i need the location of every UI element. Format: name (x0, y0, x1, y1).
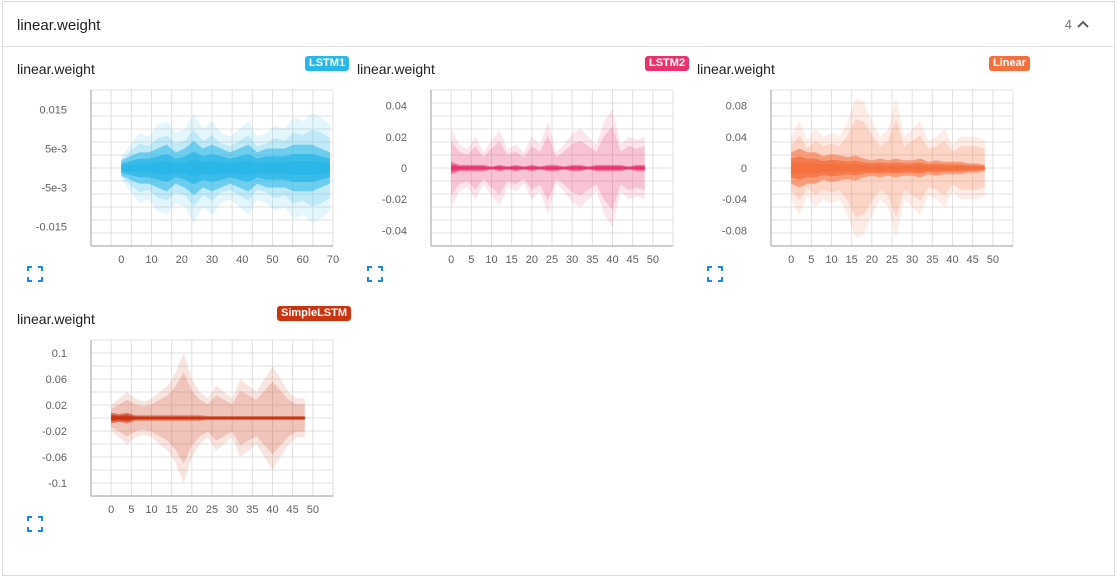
x-tick-label: 10 (145, 504, 157, 516)
chevron-up-icon[interactable] (1076, 18, 1090, 30)
card-title: linear.weight (17, 311, 95, 327)
x-tick-label: 45 (287, 504, 299, 516)
pane-count: 4 (1064, 17, 1072, 32)
x-tick-label: 40 (266, 504, 278, 516)
x-tick-label: 10 (485, 254, 497, 266)
x-tick-label: 60 (297, 254, 309, 266)
distribution-chart[interactable]: 0.015 5e-3 -5e-3 -0.015 0 10 20 30 40 50 60 70 (3, 78, 343, 268)
expand-icon[interactable] (367, 266, 383, 282)
y-tick-label: 0.04 (386, 101, 407, 113)
x-tick-label: 35 (586, 254, 598, 266)
y-tick-label: 0.015 (39, 105, 67, 117)
chart-card-lstm2: linear.weight LSTM2 0.04 0.02 0 -0.02 -0.04 0… (343, 50, 690, 285)
x-tick-label: 15 (166, 504, 178, 516)
x-tick-label: 20 (526, 254, 538, 266)
y-tick-label: 0 (401, 163, 407, 175)
y-tick-label: 0.1 (52, 348, 67, 360)
x-tick-label: 40 (606, 254, 618, 266)
card-title: linear.weight (697, 61, 775, 77)
y-tick-label: 0.06 (46, 374, 67, 386)
x-tick-label: 5 (808, 254, 814, 266)
x-tick-label: 0 (788, 254, 794, 266)
y-tick-label: -5e-3 (41, 183, 67, 195)
x-tick-label: 15 (846, 254, 858, 266)
distribution-chart[interactable]: 0.04 0.02 0 -0.02 -0.04 0 5 10 15 20 25 30 35 40 45 50 (343, 78, 683, 268)
x-tick-label: 5 (128, 504, 134, 516)
y-tick-label: 0.02 (46, 400, 67, 412)
y-tick-label: -0.015 (36, 222, 67, 234)
x-tick-label: 35 (926, 254, 938, 266)
x-tick-label: 45 (967, 254, 979, 266)
y-tick-label: -0.1 (48, 478, 67, 490)
x-tick-label: 50 (987, 254, 999, 266)
x-tick-label: 10 (145, 254, 157, 266)
x-tick-label: 40 (236, 254, 248, 266)
y-tick-label: 5e-3 (45, 144, 67, 156)
y-tick-label: -0.02 (382, 194, 407, 206)
y-tick-label: 0.02 (386, 132, 407, 144)
x-tick-label: 0 (108, 504, 114, 516)
x-tick-label: 5 (468, 254, 474, 266)
x-tick-label: 50 (647, 254, 659, 266)
x-tick-label: 35 (246, 504, 258, 516)
y-tick-label: -0.08 (722, 225, 747, 237)
x-tick-label: 0 (448, 254, 454, 266)
card-title: linear.weight (17, 61, 95, 77)
distribution-chart[interactable]: 0.08 0.04 0 -0.04 -0.08 0 5 10 15 20 25 30 35 40 45 50 (683, 78, 1023, 268)
chart-card-lstm1: linear.weight LSTM1 0.015 5e-3 -5e-3 -0.015… (3, 50, 350, 285)
card-title: linear.weight (357, 61, 435, 77)
x-tick-label: 25 (546, 254, 558, 266)
y-tick-label: -0.06 (42, 452, 67, 464)
x-tick-label: 15 (506, 254, 518, 266)
x-tick-label: 50 (307, 504, 319, 516)
x-tick-label: 10 (825, 254, 837, 266)
x-tick-label: 30 (566, 254, 578, 266)
run-badge: SimpleLSTM (277, 306, 352, 321)
y-tick-label: -0.04 (722, 194, 747, 206)
expand-icon[interactable] (707, 266, 723, 282)
x-tick-label: 20 (186, 504, 198, 516)
pane-title: linear.weight (17, 17, 101, 34)
x-tick-label: 25 (886, 254, 898, 266)
distribution-chart[interactable]: 0.1 0.06 0.02 -0.02 -0.06 -0.1 0 5 10 15 20 25 30 35 4… (3, 328, 343, 518)
x-tick-label: 30 (906, 254, 918, 266)
chart-card-simplelstm: linear.weight SimpleLSTM 0.1 0.06 0.02 -0.0… (3, 300, 352, 535)
x-tick-label: 20 (176, 254, 188, 266)
expand-icon[interactable] (27, 516, 43, 532)
x-tick-label: 25 (206, 504, 218, 516)
y-tick-label: -0.02 (42, 426, 67, 438)
x-tick-label: 45 (627, 254, 639, 266)
x-tick-label: 0 (118, 254, 124, 266)
x-tick-label: 40 (946, 254, 958, 266)
x-tick-label: 30 (226, 504, 238, 516)
run-badge: Linear (989, 56, 1031, 71)
run-badge: LSTM1 (305, 56, 350, 71)
run-badge: LSTM2 (645, 56, 690, 71)
x-tick-label: 70 (327, 254, 339, 266)
y-tick-label: -0.04 (382, 225, 407, 237)
y-tick-label: 0.04 (726, 132, 747, 144)
y-tick-label: 0 (741, 163, 747, 175)
y-tick-label: 0.08 (726, 101, 747, 113)
chart-card-linear: linear.weight Linear 0.08 0.04 0 -0.04 -0.08… (683, 50, 1031, 285)
expand-icon[interactable] (27, 266, 43, 282)
x-tick-label: 30 (206, 254, 218, 266)
pane-header[interactable]: linear.weight 4 (3, 2, 1114, 47)
x-tick-label: 50 (266, 254, 278, 266)
x-tick-label: 20 (866, 254, 878, 266)
